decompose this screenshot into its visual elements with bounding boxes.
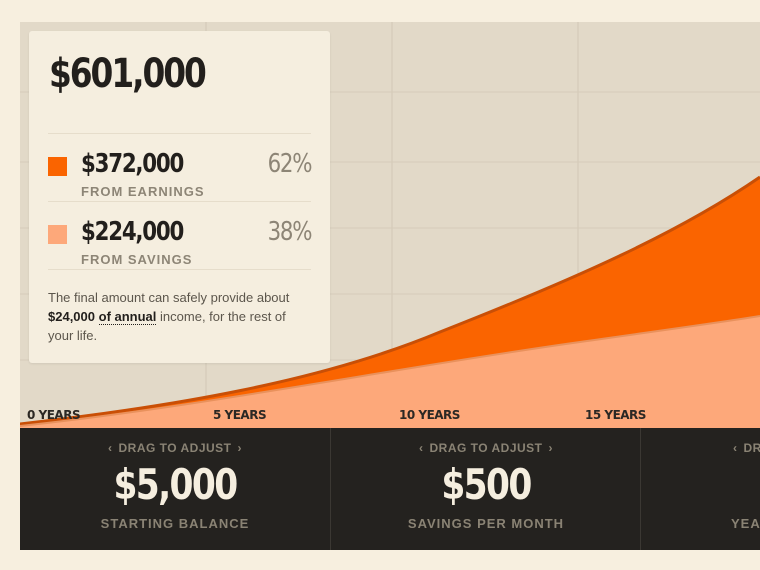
earnings-edge xyxy=(20,175,760,426)
divider xyxy=(48,269,311,270)
drag-hint-label: DRAG TO ADJUST xyxy=(429,441,543,455)
drag-hint-label: DRAG TO ADJUST xyxy=(118,441,232,455)
earnings-row: $372,000 FROM EARNINGS 62% xyxy=(48,141,312,201)
starting-balance-value[interactable]: $5,000 xyxy=(113,460,238,509)
earnings-percent: 62% xyxy=(267,149,312,179)
earnings-label: FROM EARNINGS xyxy=(81,184,205,199)
divider xyxy=(48,133,311,134)
annual-income-amount: $24,000 xyxy=(48,309,95,324)
savings-swatch xyxy=(48,225,67,244)
years-label: YEA xyxy=(731,516,760,531)
chevron-left-icon: ‹ xyxy=(107,441,113,455)
control-separator xyxy=(330,428,331,550)
control-separator xyxy=(640,428,641,550)
savings-amount: $224,000 xyxy=(81,217,184,247)
summary-card: $601,000 $372,000 FROM EARNINGS 62% $224… xyxy=(29,31,330,363)
earnings-amount: $372,000 xyxy=(81,149,184,179)
savings-edge xyxy=(20,315,760,427)
divider xyxy=(48,201,311,202)
income-note-suffix: income, for the rest of your life. xyxy=(48,309,286,343)
x-tick-label: 5 YEARS xyxy=(213,408,266,422)
drag-hint-label: DR xyxy=(743,441,760,455)
controls-bar: ‹ DRAG TO ADJUST › $5,000 STARTING BALANCE… xyxy=(20,428,760,550)
starting-balance-label: STARTING BALANCE xyxy=(100,516,250,531)
chevron-left-icon: ‹ xyxy=(418,441,424,455)
savings-per-month-value[interactable]: $500 xyxy=(441,460,532,509)
earnings-swatch xyxy=(48,157,67,176)
drag-hint: ‹ DRAG TO ADJUST › xyxy=(331,441,641,455)
drag-hint: ‹ DR xyxy=(727,441,760,455)
income-period-toggle[interactable]: of annual xyxy=(98,309,157,325)
x-tick-label: 0 YEARS xyxy=(27,408,80,422)
savings-row: $224,000 FROM SAVINGS 38% xyxy=(48,209,312,269)
x-tick-label: 10 YEARS xyxy=(399,408,460,422)
savings-per-month-label: SAVINGS PER MONTH xyxy=(407,516,565,531)
chevron-left-icon: ‹ xyxy=(733,441,738,455)
years-control[interactable]: ‹ DR YEA xyxy=(641,428,760,550)
x-tick-label: 15 YEARS xyxy=(585,408,646,422)
chevron-right-icon: › xyxy=(237,441,242,455)
income-note: The final amount can safely provide abou… xyxy=(48,288,313,345)
total-amount: $601,000 xyxy=(49,51,207,97)
savings-percent: 38% xyxy=(267,217,312,247)
savings-label: FROM SAVINGS xyxy=(81,252,193,267)
savings-per-month-control[interactable]: ‹ DRAG TO ADJUST › $500 SAVINGS PER MONTH xyxy=(331,428,641,550)
chevron-right-icon: › xyxy=(548,441,553,455)
starting-balance-control[interactable]: ‹ DRAG TO ADJUST › $5,000 STARTING BALANCE xyxy=(20,428,330,550)
income-note-prefix: The final amount can safely provide abou… xyxy=(48,290,290,305)
drag-hint: ‹ DRAG TO ADJUST › xyxy=(20,441,330,455)
